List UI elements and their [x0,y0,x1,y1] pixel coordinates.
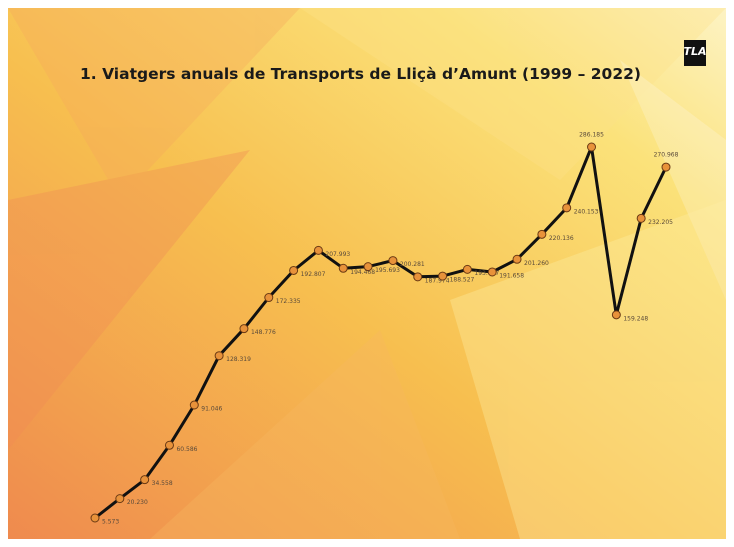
data-label: 194.468 [350,269,375,276]
data-label: 200.281 [400,261,425,268]
chart-title: 1. Viatgers anuals de Transports de Lliç… [80,65,641,83]
data-point [388,256,398,266]
data-point [413,272,423,282]
data-label: 270.968 [654,152,679,159]
data-label: 201.260 [524,260,549,267]
data-point [338,263,348,273]
data-label: 148.776 [251,329,276,336]
data-point [289,265,299,275]
data-point [537,229,547,239]
data-point [462,264,472,274]
data-label: 20.230 [127,499,148,506]
data-label: 172.335 [276,298,301,305]
data-point [189,400,199,410]
data-label: 5.573 [102,519,119,526]
background [8,8,726,539]
data-point [115,494,125,504]
data-point [313,245,323,255]
data-label: 286.185 [579,132,604,139]
data-label: 207.993 [325,251,350,258]
data-point [164,440,174,450]
data-point [239,324,249,334]
data-label: 159.248 [623,315,648,322]
data-label: 232.205 [648,219,673,226]
data-point [611,310,621,320]
data-label: 34.558 [152,480,173,487]
data-point [487,267,497,277]
data-point [214,351,224,361]
data-point [562,203,572,213]
data-label: 60.586 [176,446,197,453]
data-point [661,162,671,172]
data-label: 220.136 [549,235,574,242]
data-point [438,271,448,281]
data-label: 193.627 [474,270,499,277]
data-line [94,145,668,520]
data-label: 187.974 [425,277,450,284]
data-point [264,293,274,303]
data-label: 128.319 [226,356,251,363]
logo-box [684,40,706,66]
data-label: 188.527 [450,277,475,284]
background-shapes [8,8,726,539]
data-label: 191.658 [499,272,524,279]
data-label: 192.807 [301,271,326,278]
data-point [636,213,646,223]
data-point [363,262,373,272]
logo: TLA [683,45,706,58]
data-point [140,475,150,485]
data-label: 240.153 [574,208,599,215]
data-label: 195.693 [375,267,400,274]
data-point [587,142,597,152]
data-point [512,254,522,264]
data-label: 91.046 [201,405,222,412]
data-point [90,513,100,523]
